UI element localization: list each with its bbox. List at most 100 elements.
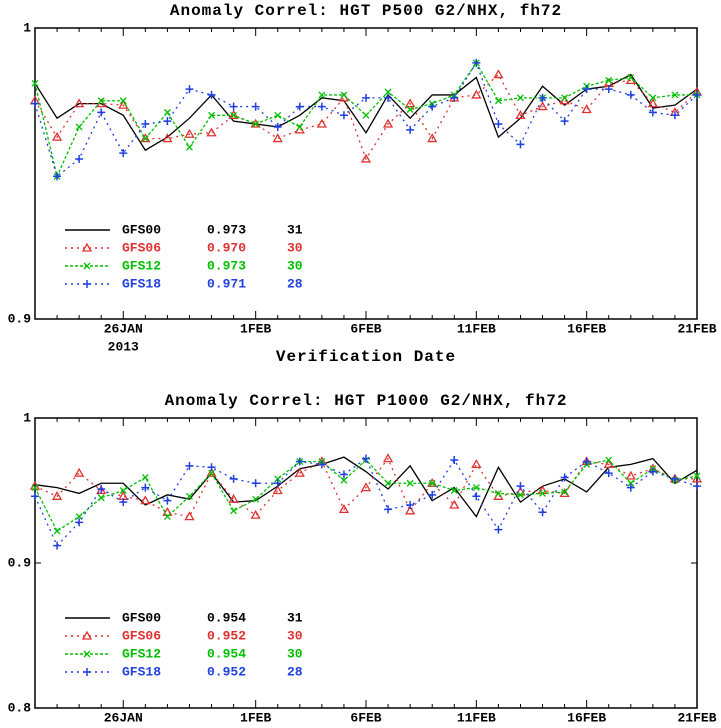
marker <box>272 133 283 143</box>
marker <box>119 487 127 494</box>
y-tick-label: 1 <box>23 20 31 35</box>
marker <box>163 117 172 126</box>
marker <box>582 85 591 94</box>
marker <box>428 102 437 111</box>
marker <box>582 457 591 466</box>
legend-mean: 0.954 <box>207 610 246 625</box>
marker <box>494 120 503 129</box>
marker <box>406 479 414 487</box>
marker <box>649 94 657 102</box>
marker <box>560 473 569 482</box>
marker <box>53 527 61 535</box>
marker <box>119 149 128 158</box>
marker <box>206 467 217 477</box>
marker <box>604 469 613 478</box>
marker <box>384 505 393 514</box>
marker <box>75 518 84 527</box>
marker <box>208 469 215 477</box>
legend-name: GFS00 <box>122 610 161 625</box>
marker <box>625 470 636 480</box>
marker <box>206 127 217 137</box>
legend-name: GFS06 <box>122 628 161 643</box>
marker <box>273 479 282 488</box>
legend-count: 31 <box>287 222 303 237</box>
marker <box>382 453 394 463</box>
marker <box>83 650 91 658</box>
marker <box>208 111 215 119</box>
legend-mean: 0.954 <box>207 646 246 661</box>
marker <box>449 499 460 509</box>
series-line <box>34 456 698 518</box>
marker <box>538 508 547 517</box>
legend-count: 31 <box>287 610 303 625</box>
marker <box>648 108 657 117</box>
marker <box>31 79 39 87</box>
marker <box>427 133 438 143</box>
marker <box>53 172 62 181</box>
marker <box>693 482 701 491</box>
marker <box>229 102 238 111</box>
legend-count: 28 <box>287 276 303 291</box>
x-tick-label: 21FEB <box>677 710 716 725</box>
marker <box>517 491 524 499</box>
marker <box>83 262 91 270</box>
marker <box>140 495 151 505</box>
series-line <box>34 73 698 152</box>
marker <box>316 118 327 128</box>
marker <box>604 85 613 94</box>
marker <box>31 484 39 492</box>
marker <box>230 507 238 515</box>
x-tick-label: 6FEB <box>350 710 381 725</box>
legend-name: GFS06 <box>122 240 161 255</box>
marker <box>273 122 282 131</box>
legend-name: GFS12 <box>122 258 161 273</box>
y-tick-label: 1 <box>23 410 31 425</box>
marker <box>450 93 459 102</box>
marker <box>362 93 370 102</box>
chart-title: Anomaly Correl: HGT P1000 G2/NHX, fh72 <box>165 392 568 410</box>
marker <box>274 475 282 483</box>
marker <box>603 459 614 469</box>
marker <box>295 457 304 466</box>
legend-count: 30 <box>287 646 303 661</box>
marker <box>185 85 194 94</box>
marker <box>119 498 128 507</box>
marker <box>405 505 416 515</box>
marker <box>450 487 458 494</box>
marker <box>362 111 370 119</box>
marker <box>186 143 193 151</box>
marker <box>162 133 173 143</box>
marker <box>53 541 62 550</box>
marker <box>561 488 569 496</box>
marker <box>96 485 107 495</box>
marker <box>428 490 437 499</box>
marker <box>360 153 372 163</box>
marker <box>362 454 370 463</box>
marker <box>384 479 392 487</box>
marker <box>561 94 569 102</box>
marker <box>494 525 503 534</box>
marker <box>141 135 149 143</box>
marker <box>252 120 260 128</box>
legend-mean: 0.971 <box>207 276 246 291</box>
x-tick-label: 26JAN <box>104 321 143 336</box>
marker <box>626 483 635 492</box>
marker <box>428 479 436 487</box>
marker <box>75 123 83 131</box>
legend-count: 28 <box>287 664 303 679</box>
marker <box>251 102 260 111</box>
marker <box>339 111 348 120</box>
marker <box>251 479 260 488</box>
marker <box>471 459 482 469</box>
y-tick-label: 0.9 <box>8 555 32 570</box>
marker <box>184 511 195 521</box>
marker <box>693 472 701 480</box>
marker <box>384 88 392 96</box>
marker <box>671 91 679 99</box>
marker <box>538 93 547 102</box>
marker <box>294 467 305 477</box>
marker <box>340 91 348 99</box>
marker <box>516 482 525 491</box>
marker <box>516 140 525 149</box>
legend-name: GFS12 <box>122 646 161 661</box>
